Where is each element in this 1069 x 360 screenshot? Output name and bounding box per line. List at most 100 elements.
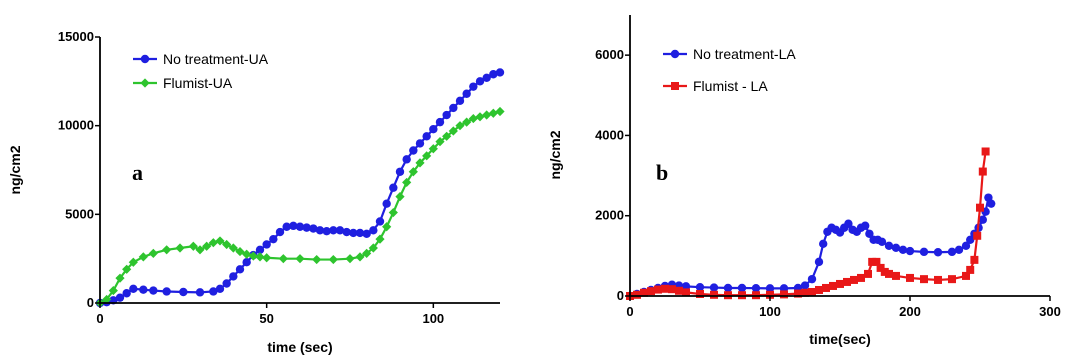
data-point — [948, 275, 956, 284]
series-no-treatment-la — [625, 193, 996, 301]
data-point — [235, 246, 245, 257]
panel-label-a: a — [132, 160, 143, 185]
data-point — [844, 219, 853, 228]
data-point — [278, 254, 288, 264]
data-point — [282, 222, 291, 231]
data-point — [973, 231, 982, 240]
data-point — [857, 273, 865, 282]
data-point — [976, 203, 984, 212]
data-point — [429, 125, 438, 134]
data-point — [128, 257, 138, 267]
data-point — [345, 254, 355, 264]
data-point — [794, 289, 802, 298]
data-point — [475, 77, 485, 86]
data-point — [865, 229, 874, 238]
data-point — [435, 117, 445, 127]
data-point — [222, 279, 231, 288]
series-flumist-la — [626, 147, 990, 300]
data-point — [737, 283, 747, 293]
data-point — [209, 287, 218, 296]
data-point — [108, 285, 118, 296]
data-point — [329, 226, 338, 235]
data-point — [801, 288, 809, 297]
y-axis-label-a: ng/cm2 — [7, 145, 23, 194]
data-point — [195, 245, 205, 255]
legend-a: No treatment-UA Flumist-UA — [133, 51, 269, 91]
data-point — [766, 290, 774, 299]
data-point — [315, 226, 325, 235]
data-point — [408, 167, 418, 177]
y-tick-label: 4000 — [595, 127, 624, 142]
data-point — [695, 282, 705, 292]
data-point — [262, 240, 271, 249]
data-point — [489, 70, 498, 79]
data-point — [175, 243, 185, 253]
data-point — [987, 199, 996, 208]
data-point — [295, 254, 305, 264]
data-point — [765, 284, 775, 293]
data-point — [242, 258, 251, 267]
data-point — [415, 158, 425, 168]
data-point — [868, 257, 877, 266]
data-point — [884, 241, 894, 251]
axes-b: 0 2000 4000 6000 0 100 200 300 — [595, 15, 1061, 319]
data-point — [382, 222, 392, 232]
x-tick-label: 50 — [259, 311, 273, 326]
data-point — [422, 151, 432, 161]
data-point — [966, 265, 975, 274]
data-point — [442, 110, 451, 120]
data-point — [269, 234, 278, 244]
data-point — [843, 277, 851, 286]
data-point — [822, 283, 830, 292]
series-layer-a — [95, 68, 505, 308]
data-point — [312, 254, 322, 265]
data-point — [362, 248, 372, 258]
data-point — [482, 110, 492, 120]
data-point — [195, 288, 205, 297]
data-point — [455, 121, 465, 131]
data-point — [814, 257, 824, 267]
data-point — [342, 227, 351, 237]
data-point — [302, 223, 311, 232]
data-point — [115, 293, 125, 302]
data-point — [248, 251, 258, 261]
y-tick-label: 0 — [617, 288, 624, 303]
legend-entry: Flumist-UA — [133, 75, 233, 91]
data-point — [696, 289, 704, 298]
data-point — [462, 89, 471, 98]
data-point — [815, 285, 823, 294]
y-tick-label: 15000 — [58, 29, 94, 44]
axes-a: 0 5000 10000 15000 0 50 100 — [58, 29, 500, 326]
legend-marker — [671, 82, 679, 90]
data-point — [709, 283, 719, 292]
data-point — [808, 287, 816, 296]
data-point — [138, 252, 148, 262]
legend-entry: Flumist - LA — [663, 78, 768, 94]
data-point — [861, 221, 870, 230]
data-point — [710, 290, 718, 299]
x-tick-label: 200 — [899, 304, 921, 319]
data-point — [122, 264, 132, 274]
data-point — [836, 279, 844, 288]
x-tick-label: 0 — [626, 304, 633, 319]
x-tick-label: 0 — [96, 311, 103, 326]
data-point — [829, 281, 837, 290]
data-point — [495, 68, 505, 77]
data-point — [482, 73, 491, 82]
data-point — [208, 238, 218, 248]
data-point — [335, 226, 345, 235]
y-tick-label: 10000 — [58, 118, 94, 133]
data-point — [800, 281, 810, 290]
data-point — [402, 177, 412, 188]
data-point — [633, 290, 641, 299]
series-line — [99, 71, 501, 305]
data-point — [362, 229, 371, 239]
data-point — [876, 263, 885, 272]
data-point — [395, 167, 405, 176]
data-point — [966, 235, 975, 244]
data-point — [872, 257, 881, 266]
data-point — [668, 285, 676, 294]
data-point — [422, 132, 431, 141]
data-point — [906, 273, 914, 282]
data-point — [891, 243, 901, 253]
